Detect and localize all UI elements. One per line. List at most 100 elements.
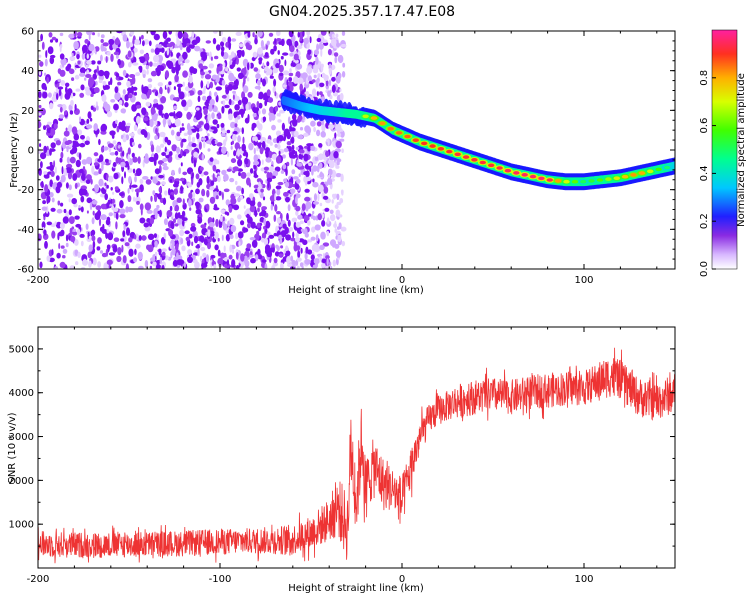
noise-speckle [198,141,202,150]
noise-speckle [197,248,200,257]
y-tick-label: 0 [28,146,34,157]
noise-speckle [317,192,320,202]
noise-speckle [339,138,345,142]
noise-speckle [301,264,304,269]
noise-speckle [80,206,84,213]
noise-speckle [203,238,208,245]
noise-speckle [91,235,96,242]
noise-speckle [283,191,289,197]
noise-speckle [307,126,312,134]
noise-speckle [164,136,169,143]
noise-speckle [303,153,309,162]
noise-speckle [254,209,258,218]
noise-speckle [217,175,221,183]
noise-speckle [304,252,308,260]
noise-speckle [331,161,335,166]
noise-speckle [177,217,183,226]
noise-speckle [288,77,293,82]
noise-speckle [181,62,184,66]
noise-speckle [166,48,170,56]
noise-speckle [306,176,312,182]
noise-speckle [235,232,239,240]
noise-speckle [86,118,90,124]
noise-speckle [119,146,123,153]
noise-speckle [43,213,47,218]
noise-speckle [319,82,325,88]
noise-speckle [273,257,278,264]
noise-speckle [162,197,167,205]
noise-speckle [152,261,157,267]
noise-speckle [38,70,42,76]
noise-speckle [201,65,208,70]
noise-speckle [237,135,242,143]
noise-speckle [69,156,76,164]
noise-speckle [154,119,158,126]
noise-speckle [90,93,94,97]
noise-speckle [317,213,323,221]
noise-speckle [112,162,117,167]
chart-title: GN04.2025.357.17.47.E08 [269,4,455,20]
noise-speckle [194,261,200,269]
noise-speckle [96,65,99,74]
noise-speckle [114,38,121,46]
noise-speckle [153,233,157,239]
colorbar-tick-label: 0.8 [699,70,710,86]
noise-speckle [178,259,185,265]
noise-speckle [256,230,260,236]
noise-speckle [306,42,310,49]
noise-speckle [306,143,313,147]
noise-speckle [38,167,42,176]
noise-speckle [233,111,238,118]
noise-speckle [312,210,315,215]
noise-speckle [39,61,44,67]
noise-speckle [191,178,194,185]
noise-speckle [64,140,71,146]
noise-speckle [230,158,237,164]
noise-speckle [206,80,210,89]
noise-speckle [188,233,193,239]
noise-speckle [121,150,125,157]
noise-speckle [247,32,251,38]
noise-speckle [311,226,316,233]
noise-speckle [148,156,155,162]
noise-speckle [292,76,299,84]
noise-speckle [84,77,87,81]
ridge-peak [454,152,461,157]
noise-speckle [173,188,178,195]
noise-speckle [186,122,191,131]
noise-speckle [174,118,181,127]
noise-speckle [229,177,235,183]
noise-speckle [179,43,183,51]
noise-speckle [60,245,65,249]
noise-speckle [137,251,143,260]
noise-speckle [74,74,80,80]
noise-speckle [44,184,49,193]
noise-speckle [237,51,242,59]
noise-speckle [253,160,260,166]
noise-speckle [295,205,301,212]
noise-speckle [91,200,98,205]
noise-speckle [139,56,146,64]
noise-speckle [316,91,319,97]
noise-speckle [125,206,129,213]
noise-speckle [86,31,93,36]
noise-speckle [42,91,48,99]
noise-speckle [184,59,190,64]
noise-speckle [305,170,310,178]
noise-speckle [276,211,281,215]
noise-speckle [216,142,223,147]
noise-speckle [47,46,54,55]
noise-speckle [117,58,122,66]
noise-speckle [100,123,108,132]
noise-speckle [299,126,304,131]
noise-speckle [284,59,287,67]
noise-speckle [335,123,342,131]
noise-speckle [283,249,286,254]
noise-speckle [89,202,93,211]
noise-speckle [38,54,42,58]
noise-speckle [264,227,268,235]
noise-speckle [147,88,152,96]
ridge-peak [488,163,495,168]
noise-speckle [140,129,147,135]
noise-speckle [205,140,212,145]
